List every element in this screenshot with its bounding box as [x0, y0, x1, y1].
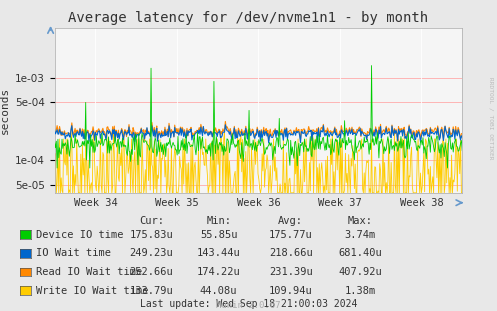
Text: 249.23u: 249.23u: [130, 248, 173, 258]
Text: 174.22u: 174.22u: [197, 267, 241, 277]
Text: 681.40u: 681.40u: [338, 248, 382, 258]
Text: IO Wait time: IO Wait time: [36, 248, 111, 258]
Text: Device IO time: Device IO time: [36, 230, 123, 240]
Text: RRDTOOL / TOBI OETIKER: RRDTOOL / TOBI OETIKER: [489, 77, 494, 160]
Text: 252.66u: 252.66u: [130, 267, 173, 277]
Text: 1.38m: 1.38m: [345, 286, 376, 296]
Text: Write IO Wait time: Write IO Wait time: [36, 286, 148, 296]
Text: Average latency for /dev/nvme1n1 - by month: Average latency for /dev/nvme1n1 - by mo…: [69, 11, 428, 25]
Text: Cur:: Cur:: [139, 216, 164, 226]
Text: Max:: Max:: [348, 216, 373, 226]
Text: 143.44u: 143.44u: [197, 248, 241, 258]
Text: Last update: Wed Sep 18 21:00:03 2024: Last update: Wed Sep 18 21:00:03 2024: [140, 299, 357, 309]
Text: 175.83u: 175.83u: [130, 230, 173, 240]
Text: 407.92u: 407.92u: [338, 267, 382, 277]
Text: 55.85u: 55.85u: [200, 230, 238, 240]
Text: Avg:: Avg:: [278, 216, 303, 226]
Text: Munin 2.0.67: Munin 2.0.67: [216, 301, 281, 310]
Text: 231.39u: 231.39u: [269, 267, 313, 277]
Text: Min:: Min:: [206, 216, 231, 226]
Text: 3.74m: 3.74m: [345, 230, 376, 240]
Text: 44.08u: 44.08u: [200, 286, 238, 296]
Text: 109.94u: 109.94u: [269, 286, 313, 296]
Y-axis label: seconds: seconds: [0, 87, 9, 134]
Text: 175.77u: 175.77u: [269, 230, 313, 240]
Text: Read IO Wait time: Read IO Wait time: [36, 267, 142, 277]
Text: 133.79u: 133.79u: [130, 286, 173, 296]
Text: 218.66u: 218.66u: [269, 248, 313, 258]
